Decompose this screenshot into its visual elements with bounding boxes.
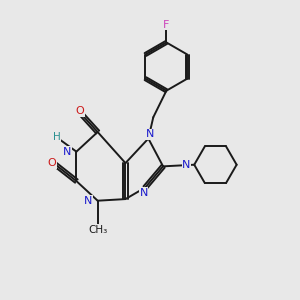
- Text: O: O: [48, 158, 56, 168]
- Text: N: N: [63, 147, 71, 157]
- Text: N: N: [84, 196, 92, 206]
- Text: CH₃: CH₃: [88, 225, 107, 235]
- Text: F: F: [163, 20, 170, 29]
- Text: N: N: [140, 188, 148, 198]
- Text: H: H: [53, 132, 61, 142]
- Text: O: O: [75, 106, 84, 116]
- Text: N: N: [146, 129, 154, 139]
- Text: N: N: [182, 160, 191, 170]
